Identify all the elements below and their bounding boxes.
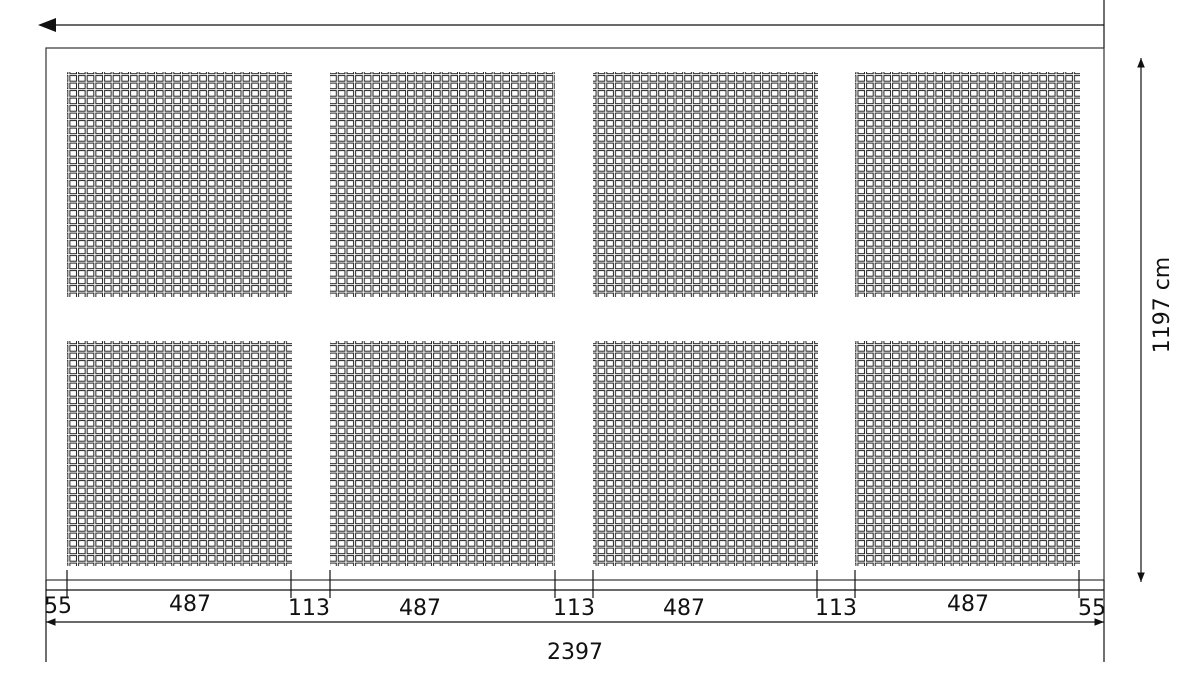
perforation-block	[593, 341, 818, 566]
perforation-blocks	[67, 72, 1080, 566]
dimension-label: 113	[815, 596, 857, 621]
dimension-label: 113	[288, 596, 330, 621]
dimension-label: 55	[44, 594, 72, 619]
dimension-label: 487	[947, 592, 989, 617]
perforation-block	[67, 72, 292, 297]
perforation-block	[330, 72, 555, 297]
dimension-label: 487	[399, 596, 441, 621]
height-label: 1197 cm	[1150, 257, 1175, 354]
dimension-label: 487	[169, 592, 211, 617]
dimension-label: 487	[663, 596, 705, 621]
perforation-block	[593, 72, 818, 297]
dimension-label: 55	[1078, 596, 1106, 621]
arrow-head	[38, 18, 56, 32]
total-label: 2397	[547, 640, 603, 665]
perforation-block	[67, 341, 292, 566]
perforation-block	[855, 341, 1080, 566]
perforation-block	[855, 72, 1080, 297]
dimension-label: 113	[553, 596, 595, 621]
perforation-block	[330, 341, 555, 566]
segment-dimensions: 55 487 113 487 113 487 113 487 55	[44, 570, 1106, 662]
